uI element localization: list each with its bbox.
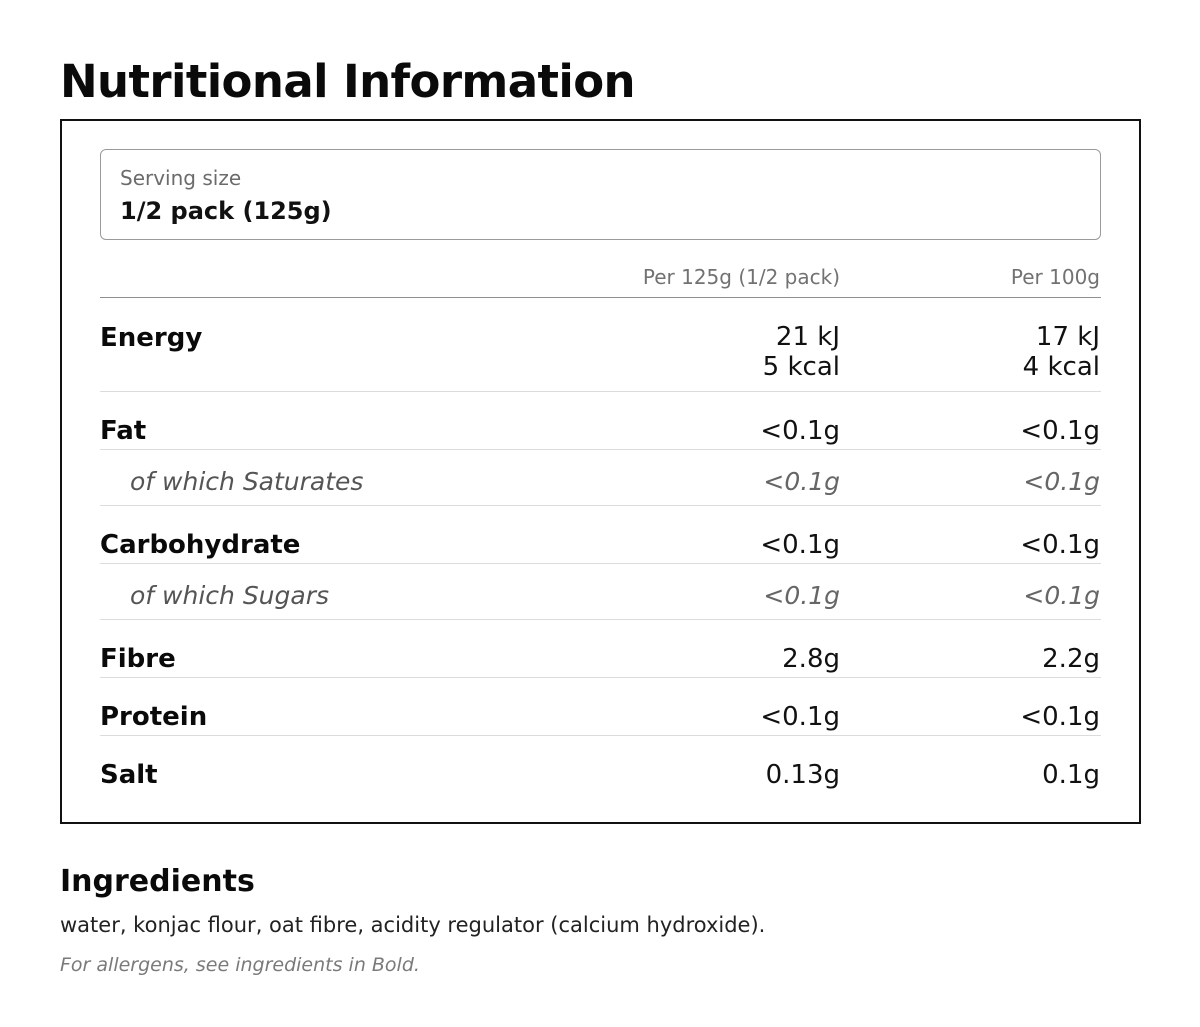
value-per-serving: 0.13g <box>765 760 840 790</box>
value-per-serving: <0.1g <box>763 581 840 610</box>
energy-kcal: 4 kcal <box>1022 352 1100 382</box>
table-row-energy: Energy 21 kJ 5 kcal 17 kJ 4 kcal <box>100 298 1101 392</box>
nutrient-name: Protein <box>100 702 208 732</box>
energy-kj: 17 kJ <box>1035 322 1100 352</box>
value-per-100g: 0.1g <box>1042 760 1100 790</box>
table-row-carbohydrate: Carbohydrate <0.1g <0.1g <box>100 506 1101 564</box>
table-row-salt: Salt 0.13g 0.1g <box>100 736 1101 793</box>
value-per-100g: <0.1g <box>1020 416 1100 446</box>
nutrient-name: Fat <box>100 416 147 446</box>
nutrient-name: of which Sugars <box>130 581 330 610</box>
nutrient-name: Salt <box>100 760 158 790</box>
value-per-serving: <0.1g <box>760 530 840 560</box>
table-row-protein: Protein <0.1g <0.1g <box>100 678 1101 736</box>
value-per-100g: 2.2g <box>1042 644 1100 674</box>
value-per-100g: <0.1g <box>1020 702 1100 732</box>
column-header-per-serving: Per 125g (1/2 pack) <box>642 265 840 289</box>
value-per-100g: <0.1g <box>1023 467 1100 496</box>
value-per-100g: <0.1g <box>1020 530 1100 560</box>
nutrient-name: Energy <box>100 323 203 353</box>
value-per-100g: 17 kJ 4 kcal <box>1023 322 1100 382</box>
table-row-fibre: Fibre 2.8g 2.2g <box>100 620 1101 678</box>
table-row-saturates: of which Saturates <0.1g <0.1g <box>100 450 1101 506</box>
value-per-serving: <0.1g <box>760 416 840 446</box>
value-per-serving: <0.1g <box>760 702 840 732</box>
table-row-sugars: of which Sugars <0.1g <0.1g <box>100 564 1101 620</box>
energy-kj: 21 kJ <box>775 322 840 352</box>
nutrition-panel: Serving size 1/2 pack (125g) Per 125g (1… <box>60 119 1141 824</box>
value-per-serving: <0.1g <box>763 467 840 496</box>
serving-size-box: Serving size 1/2 pack (125g) <box>100 149 1101 240</box>
nutrition-table: Per 125g (1/2 pack) Per 100g Energy 21 k… <box>100 261 1101 793</box>
energy-kcal: 5 kcal <box>762 352 840 382</box>
serving-size-value: 1/2 pack (125g) <box>120 197 332 225</box>
value-per-serving: 2.8g <box>782 644 840 674</box>
page-title: Nutritional Information <box>60 55 636 108</box>
value-per-100g: <0.1g <box>1023 581 1100 610</box>
nutrient-name: Fibre <box>100 644 176 674</box>
table-header: Per 125g (1/2 pack) Per 100g <box>100 261 1101 298</box>
table-row-fat: Fat <0.1g <0.1g <box>100 392 1101 450</box>
value-per-serving: 21 kJ 5 kcal <box>763 322 840 382</box>
nutrient-name: Carbohydrate <box>100 530 301 560</box>
serving-size-label: Serving size <box>120 166 242 190</box>
column-header-per-100g: Per 100g <box>1010 265 1100 289</box>
nutrient-name: of which Saturates <box>130 467 364 496</box>
ingredients-list: water, konjac flour, oat fibre, acidity … <box>60 913 766 937</box>
ingredients-heading: Ingredients <box>60 864 255 899</box>
allergen-note: For allergens, see ingredients in Bold. <box>60 954 420 976</box>
